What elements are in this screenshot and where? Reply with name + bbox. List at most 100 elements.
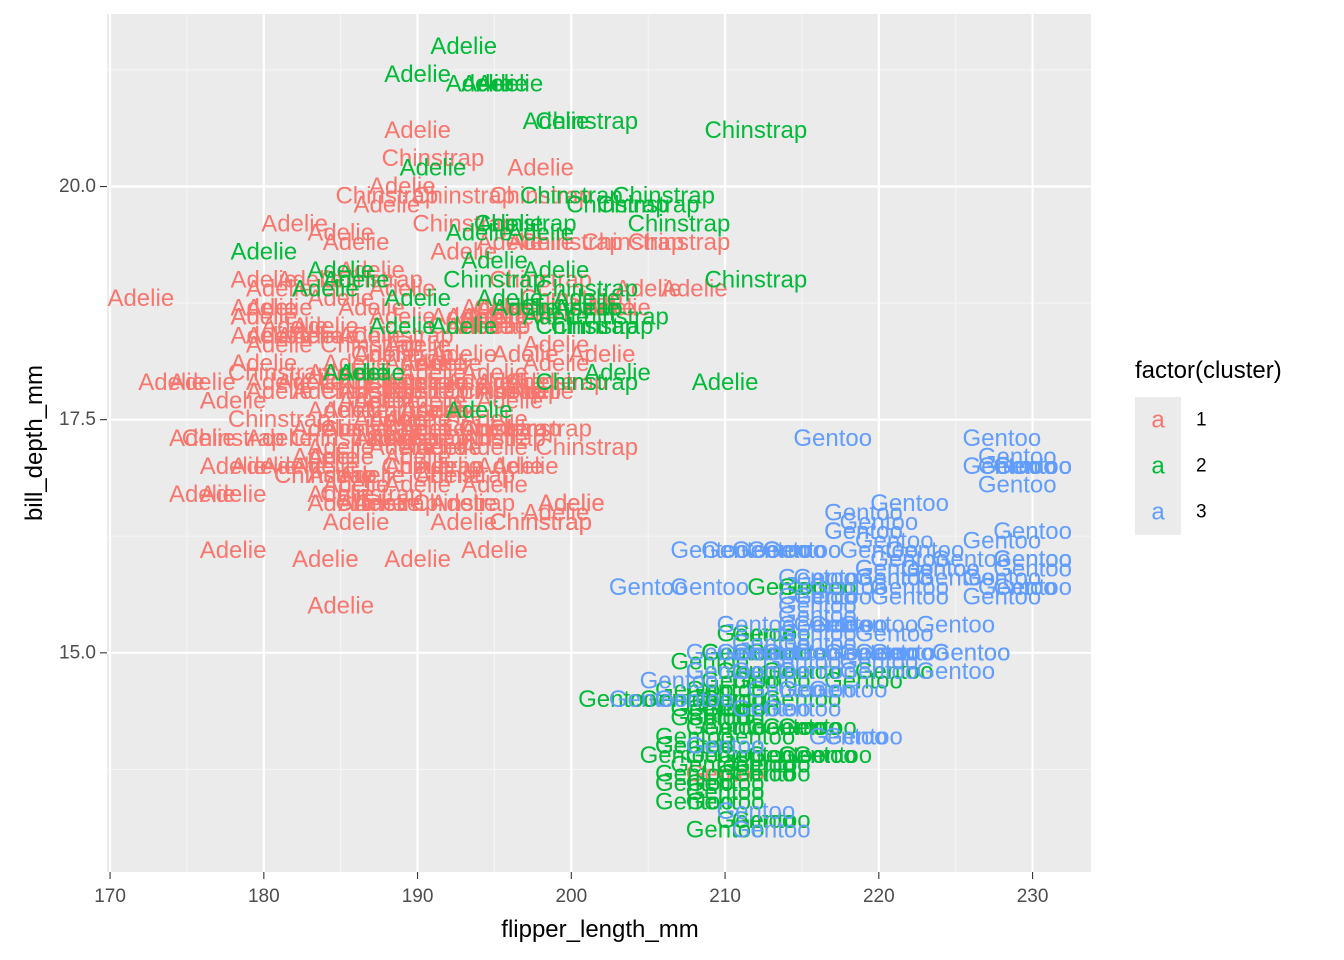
data-point-label: Chinstrap	[228, 360, 331, 387]
y-tick-label: 15.0	[59, 642, 96, 663]
data-point-label: Gentoo	[839, 649, 918, 676]
data-point-label: Adelie	[277, 266, 344, 293]
data-point-label: Gentoo	[793, 742, 872, 769]
x-tick-label: 210	[709, 886, 741, 907]
data-point-label: Adelie	[384, 406, 451, 433]
data-point-label: Adelie	[230, 238, 297, 265]
data-point-label: Adelie	[476, 70, 543, 97]
data-point-label: Gentoo	[747, 537, 826, 564]
data-point-label: Adelie	[246, 322, 313, 349]
data-point-label: Adelie	[230, 266, 297, 293]
data-point-label: Gentoo	[793, 425, 872, 452]
data-point-label: Adelie	[246, 378, 313, 405]
data-point-label: Gentoo	[855, 639, 934, 666]
data-point-label: Gentoo	[962, 453, 1041, 480]
data-point-label: Adelie	[384, 453, 451, 480]
data-point-label: Gentoo	[747, 639, 826, 666]
data-point-label: Gentoo	[932, 639, 1011, 666]
data-point-label: Adelie	[338, 257, 405, 284]
data-point-label: Adelie	[230, 453, 297, 480]
data-point-label: Chinstrap	[443, 425, 546, 452]
data-point-label: Gentoo	[670, 574, 749, 601]
data-point-label: Gentoo	[670, 705, 749, 732]
data-point-label: Gentoo	[640, 686, 719, 713]
data-point-label: Gentoo	[855, 658, 934, 685]
data-point-label: Adelie	[584, 360, 651, 387]
data-point-label: Adelie	[523, 350, 590, 377]
data-point-label: Gentoo	[670, 537, 749, 564]
data-point-label: Adelie	[476, 369, 543, 396]
data-point-label: Gentoo	[916, 658, 995, 685]
data-point-label: Adelie	[492, 453, 559, 480]
data-point-label: Gentoo	[716, 742, 795, 769]
data-point-label: Gentoo	[993, 546, 1072, 573]
data-point-label: Adelie	[523, 108, 590, 135]
data-point-label: Adelie	[538, 490, 605, 517]
data-point-label: Adelie	[461, 425, 528, 452]
data-point-label: Gentoo	[716, 639, 795, 666]
data-point-label: Gentoo	[993, 555, 1072, 582]
data-point-label: Chinstrap	[320, 416, 423, 443]
data-point-label: Gentoo	[886, 537, 965, 564]
data-point-label: Adelie	[292, 443, 359, 470]
data-point-label: Gentoo	[932, 639, 1011, 666]
data-point-label: Gentoo	[655, 733, 734, 760]
data-point-label: Gentoo	[778, 630, 857, 657]
data-point-label: Adelie	[661, 276, 728, 303]
data-point-label: Gentoo	[778, 742, 857, 769]
data-point-label: Chinstrap	[351, 322, 454, 349]
data-point-label: Adelie	[507, 220, 574, 247]
data-point-label: Chinstrap	[443, 266, 546, 293]
data-point-label: Adelie	[430, 33, 497, 60]
data-point-label: Gentoo	[855, 621, 934, 648]
data-point-label: Adelie	[200, 453, 267, 480]
data-point-label: Adelie	[323, 350, 390, 377]
y-axis: 15.0 17.5 20.0	[59, 176, 107, 663]
data-point-label: Gentoo	[839, 537, 918, 564]
data-point-label: Adelie	[476, 369, 543, 396]
data-point-label: Adelie	[461, 537, 528, 564]
data-point-label: Adelie	[338, 462, 405, 489]
data-point-label: Adelie	[384, 332, 451, 359]
data-point-label: Adelie	[523, 257, 590, 284]
data-point-label: Adelie	[523, 499, 590, 526]
data-point-label: Adelie	[400, 154, 467, 181]
data-point-label: Gentoo	[855, 565, 934, 592]
legend-key-glyph: a	[1151, 453, 1165, 480]
data-point-label: Gentoo	[855, 555, 934, 582]
data-point-label: Gentoo	[732, 695, 811, 722]
data-point-label: Gentoo	[716, 798, 795, 825]
data-point-label: Gentoo	[809, 611, 888, 638]
data-point-label: Adelie	[246, 425, 313, 452]
data-point-label: Gentoo	[701, 639, 780, 666]
data-point-label: Gentoo	[778, 593, 857, 620]
data-point-label: Chinstrap	[474, 210, 577, 237]
data-point-label: Gentoo	[778, 714, 857, 741]
data-point-label: Adelie	[384, 61, 451, 88]
data-point-label: Adelie	[323, 471, 390, 498]
data-point-label: Adelie	[369, 276, 436, 303]
data-point-label: Gentoo	[978, 574, 1057, 601]
data-point-label: Chinstrap	[320, 378, 423, 405]
data-point-label: Gentoo	[732, 807, 811, 834]
major-gridlines	[107, 14, 1091, 872]
data-point-label: Adelie	[446, 369, 513, 396]
data-point-label: Adelie	[307, 397, 374, 424]
data-point-label: Chinstrap	[412, 210, 515, 237]
data-point-label: Adelie	[261, 210, 328, 237]
data-point-label: Adelie	[507, 378, 574, 405]
data-point-label: Adelie	[400, 397, 467, 424]
legend-key-glyph: a	[1151, 499, 1165, 526]
data-point-label: Adelie	[200, 388, 267, 415]
data-point-label: Gentoo	[655, 677, 734, 704]
data-point-label: Adelie	[384, 425, 451, 452]
data-point-label: Adelie	[353, 341, 420, 368]
data-point-labels: AdelieAdelieAdelieAdelieAdelieAdelieAdel…	[107, 33, 1071, 843]
data-point-label: Gentoo	[824, 667, 903, 694]
data-point-label: Gentoo	[993, 453, 1072, 480]
data-point-label: Gentoo	[686, 639, 765, 666]
data-point-label: Gentoo	[732, 761, 811, 788]
data-point-label: Adelie	[384, 546, 451, 573]
data-point-label: Adelie	[384, 471, 451, 498]
data-point-label: Chinstrap	[382, 145, 485, 172]
